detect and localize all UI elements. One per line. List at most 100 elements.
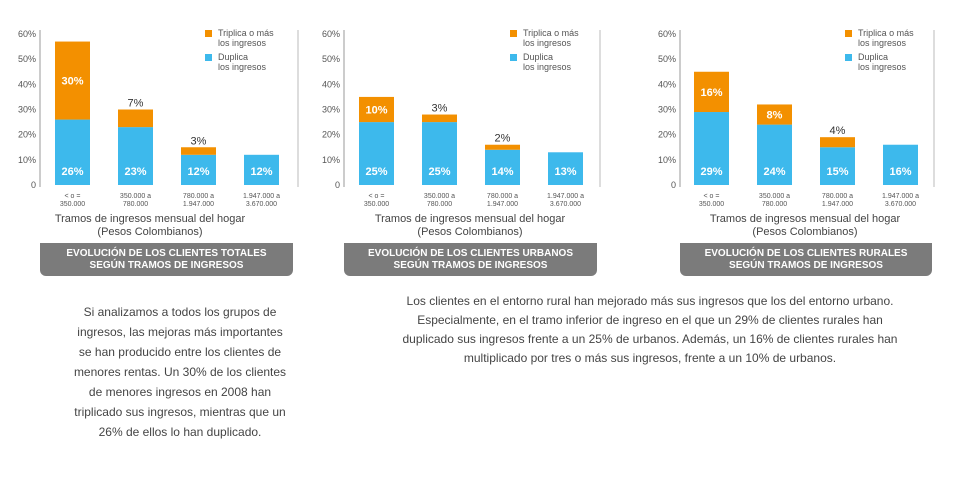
chart-title-line2: SEGÚN TRAMOS DE INGRESOS — [89, 259, 244, 271]
bar-value-label-duplica: 24% — [763, 166, 785, 178]
bar-duplica — [883, 144, 918, 185]
y-tick-label: 30% — [18, 105, 36, 115]
x-tick-label: 3.670.000 — [550, 201, 581, 208]
x-tick-label: 350.000 — [699, 201, 724, 208]
bar-value-label-duplica: 12% — [250, 166, 272, 178]
y-tick-label: 60% — [18, 29, 36, 39]
charts-canvas: 010%20%30%40%50%60%26%30%< o =350.00023%… — [18, 28, 935, 238]
paragraph-rural-urban-analysis: Los clientes en el entorno rural han mej… — [402, 294, 898, 365]
x-tick-label: 1.947.000 a — [882, 193, 919, 200]
chart-title-banner-total: EVOLUCIÓN DE LOS CLIENTES TOTALES SEGÚN … — [40, 243, 293, 276]
legend-label-duplica: los ingresos — [523, 62, 572, 72]
bar-value-label-triplica: 3% — [432, 103, 448, 115]
legend-label-triplica: Triplica o más — [218, 28, 274, 38]
bar-duplica — [694, 112, 729, 185]
legend-swatch-duplica — [845, 54, 852, 61]
bar-value-label-duplica: 26% — [61, 166, 83, 178]
x-tick-label: 350.000 a — [120, 193, 151, 200]
y-tick-label: 10% — [18, 155, 36, 165]
x-tick-label: 780.000 a — [487, 193, 518, 200]
x-tick-label: 1.947.000 a — [547, 193, 584, 200]
legend-label-duplica: Duplica — [523, 52, 553, 62]
y-tick-label: 30% — [322, 105, 340, 115]
bar-value-label-triplica: 8% — [767, 110, 783, 122]
legend-swatch-triplica — [845, 30, 852, 37]
bar-triplica — [181, 147, 216, 155]
y-tick-label: 40% — [322, 79, 340, 89]
bar-triplica — [485, 144, 520, 150]
y-tick-label: 60% — [658, 29, 676, 39]
bar-triplica — [820, 137, 855, 148]
legend-label-duplica: los ingresos — [858, 62, 907, 72]
bar-triplica — [118, 109, 153, 128]
bar-value-label-triplica: 3% — [191, 135, 207, 147]
bar-value-label-duplica: 29% — [700, 166, 722, 178]
chart-title-line2: SEGÚN TRAMOS DE INGRESOS — [393, 259, 548, 271]
chart-title-line2: SEGÚN TRAMOS DE INGRESOS — [729, 259, 883, 271]
bar-duplica — [244, 154, 279, 185]
y-tick-label: 20% — [18, 130, 36, 140]
x-tick-label: 1.947.000 — [183, 201, 214, 208]
bar-value-label-triplica: 30% — [61, 76, 83, 88]
y-tick-label: 10% — [322, 155, 340, 165]
legend-label-duplica: Duplica — [218, 52, 248, 62]
x-axis-title: (Pesos Colombianos) — [752, 226, 857, 238]
x-tick-label: 780.000 a — [822, 193, 853, 200]
y-tick-label: 40% — [18, 79, 36, 89]
legend-label-duplica: los ingresos — [218, 62, 267, 72]
y-tick-label: 30% — [658, 105, 676, 115]
x-tick-label: 350.000 a — [759, 193, 790, 200]
bar-value-label-duplica: 15% — [826, 166, 848, 178]
chart-title-line1: EVOLUCIÓN DE LOS CLIENTES TOTALES — [66, 247, 267, 259]
bar-value-label-triplica: 16% — [700, 87, 722, 99]
x-tick-label: 780.000 a — [183, 193, 214, 200]
legend-swatch-triplica — [510, 30, 517, 37]
x-tick-label: 3.670.000 — [246, 201, 277, 208]
bar-duplica — [485, 149, 520, 185]
legend-label-triplica: Triplica o más — [858, 28, 914, 38]
bar-duplica — [757, 124, 792, 185]
bar-duplica — [359, 122, 394, 185]
y-tick-label: 0 — [335, 180, 340, 190]
bar-value-label-duplica: 25% — [428, 166, 450, 178]
bar-triplica — [694, 71, 729, 113]
x-tick-label: < o = — [65, 193, 81, 200]
bar-duplica — [422, 122, 457, 185]
y-tick-label: 0 — [671, 180, 676, 190]
bar-value-label-duplica: 14% — [491, 166, 513, 178]
y-tick-label: 20% — [658, 130, 676, 140]
bar-duplica — [55, 119, 90, 185]
y-tick-label: 10% — [658, 155, 676, 165]
legend-label-triplica: los ingresos — [523, 38, 572, 48]
legend-swatch-triplica — [205, 30, 212, 37]
x-axis-title: Tramos de ingresos mensual del hogar — [55, 213, 246, 225]
bar-value-label-duplica: 13% — [554, 166, 576, 178]
bar-value-label-duplica: 16% — [889, 166, 911, 178]
bar-value-label-duplica: 23% — [124, 166, 146, 178]
y-tick-label: 40% — [658, 79, 676, 89]
x-tick-label: 1.947.000 — [822, 201, 853, 208]
x-tick-label: 350.000 — [60, 201, 85, 208]
y-tick-label: 50% — [658, 54, 676, 64]
x-tick-label: < o = — [369, 193, 385, 200]
x-tick-label: 780.000 — [123, 201, 148, 208]
x-axis-title: (Pesos Colombianos) — [97, 226, 202, 238]
chart-title-banner-rural: EVOLUCIÓN DE LOS CLIENTES RURALES SEGÚN … — [680, 243, 932, 276]
x-axis-title: Tramos de ingresos mensual del hogar — [375, 213, 566, 225]
bar-value-label-triplica: 2% — [495, 133, 511, 145]
x-tick-label: 350.000 — [364, 201, 389, 208]
bar-duplica — [548, 152, 583, 185]
bar-value-label-duplica: 12% — [187, 166, 209, 178]
x-tick-label: 1.947.000 — [487, 201, 518, 208]
legend-label-triplica: Triplica o más — [523, 28, 579, 38]
x-tick-label: < o = — [704, 193, 720, 200]
x-tick-label: 1.947.000 a — [243, 193, 280, 200]
bar-triplica — [422, 114, 457, 123]
legend-swatch-duplica — [205, 54, 212, 61]
y-tick-label: 50% — [18, 54, 36, 64]
bar-triplica — [55, 41, 90, 120]
y-tick-label: 60% — [322, 29, 340, 39]
x-tick-label: 350.000 a — [424, 193, 455, 200]
bar-value-label-triplica: 10% — [365, 105, 387, 117]
x-axis-title: (Pesos Colombianos) — [417, 226, 522, 238]
